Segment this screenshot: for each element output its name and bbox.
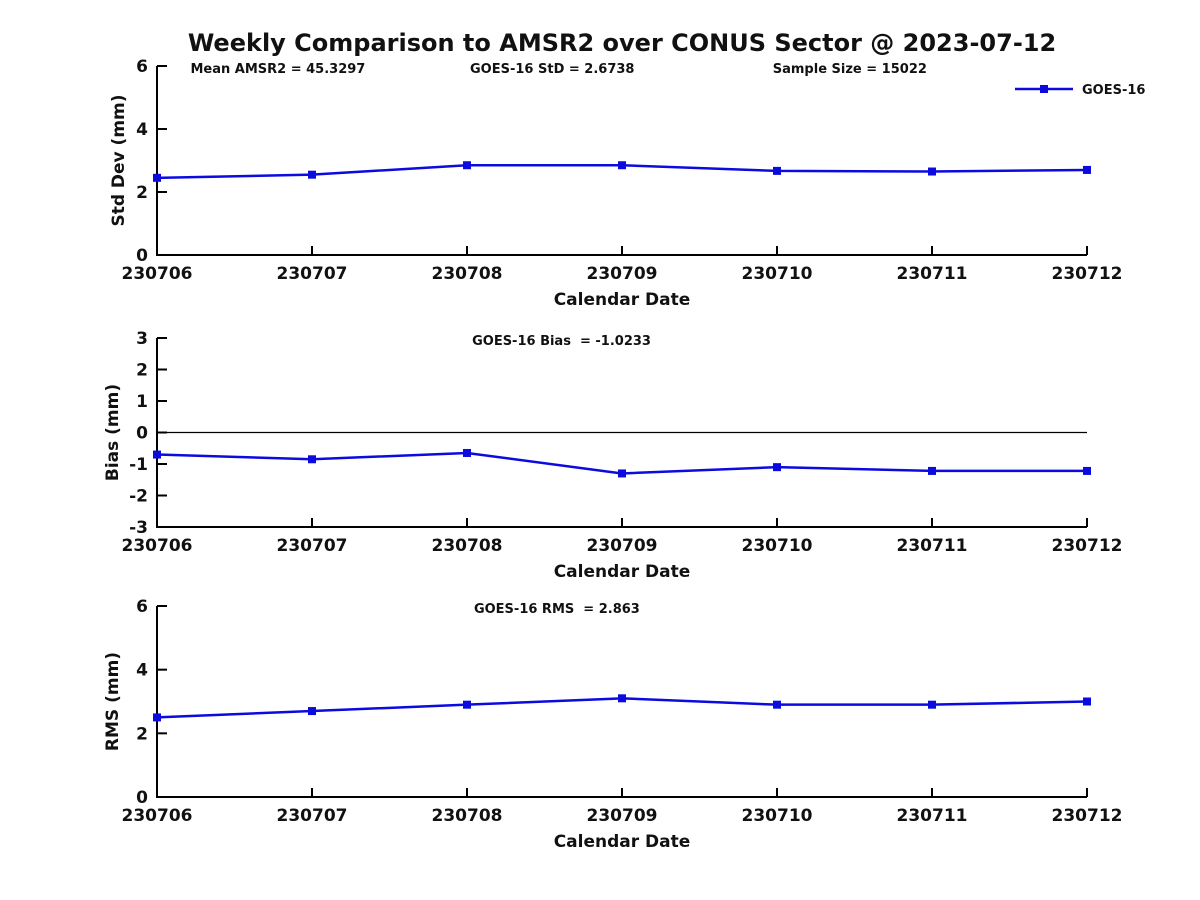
stat-annotation: GOES-16 Bias = -1.0233 — [472, 334, 651, 349]
data-point-marker — [1083, 165, 1091, 174]
x-tick-label: 230712 — [1052, 264, 1123, 284]
y-tick-label: 0 — [136, 424, 148, 444]
x-tick-label: 230706 — [122, 536, 193, 556]
y-tick-label: 3 — [136, 329, 148, 349]
data-point-marker — [773, 463, 781, 472]
data-point-marker — [618, 161, 626, 170]
legend-marker — [1040, 85, 1048, 93]
data-point-marker — [1083, 697, 1091, 706]
y-tick-label: -1 — [129, 455, 148, 475]
x-tick-label: 230708 — [432, 536, 503, 556]
subplot-std-dev: 0 2 4 6 230706 230707 230708 230709 230710 230711… — [109, 57, 1145, 310]
y-tick-label: 6 — [136, 57, 148, 77]
x-tick-label: 230709 — [587, 264, 658, 284]
x-tick-label: 230710 — [742, 264, 813, 284]
x-axis-label: Calendar Date — [554, 562, 691, 582]
stat-annotation: GOES-16 StD = 2.6738 — [470, 62, 634, 77]
y-tick-label: 1 — [136, 392, 148, 412]
x-tick-label: 230711 — [897, 536, 968, 556]
data-point-marker — [773, 166, 781, 175]
x-tick-label: 230710 — [742, 806, 813, 826]
legend-label: GOES-16 — [1082, 83, 1145, 98]
y-tick-label: 4 — [136, 661, 148, 681]
data-point-marker — [618, 694, 626, 703]
data-point-marker — [928, 466, 936, 475]
x-tick-label: 230711 — [897, 806, 968, 826]
data-point-marker — [308, 170, 316, 179]
data-point-marker — [153, 450, 161, 459]
x-tick-label: 230711 — [897, 264, 968, 284]
y-tick-label: 2 — [136, 724, 148, 744]
legend: GOES-16 — [1015, 83, 1145, 98]
data-point-marker — [308, 707, 316, 716]
x-axis-label: Calendar Date — [554, 832, 691, 852]
data-point-marker — [308, 455, 316, 464]
subplot-rms: 0 2 4 6 230706 230707 230708 230709 230710 230711… — [103, 597, 1122, 852]
x-axis-label: Calendar Date — [554, 290, 691, 310]
y-axis-label: Bias (mm) — [103, 384, 123, 481]
data-point-marker — [463, 161, 471, 170]
y-tick-label: -2 — [129, 487, 148, 507]
x-tick-label: 230712 — [1052, 806, 1123, 826]
y-tick-label: 0 — [136, 788, 148, 808]
x-tick-label: 230707 — [277, 806, 348, 826]
chart-title: Weekly Comparison to AMSR2 over CONUS Se… — [187, 29, 1057, 57]
x-tick-label: 230708 — [432, 806, 503, 826]
data-point-marker — [773, 700, 781, 709]
x-tick-label: 230707 — [277, 536, 348, 556]
data-point-marker — [153, 713, 161, 722]
x-tick-label: 230712 — [1052, 536, 1123, 556]
x-tick-label: 230709 — [587, 806, 658, 826]
stat-annotation: Mean AMSR2 = 45.3297 — [190, 62, 365, 77]
x-tick-label: 230706 — [122, 806, 193, 826]
y-tick-label: 2 — [136, 183, 148, 203]
data-point-marker — [463, 700, 471, 709]
data-point-marker — [618, 469, 626, 478]
data-point-marker — [153, 173, 161, 182]
y-axis-label: Std Dev (mm) — [109, 94, 129, 226]
y-tick-label: 4 — [136, 120, 148, 140]
x-tick-label: 230710 — [742, 536, 813, 556]
x-tick-label: 230708 — [432, 264, 503, 284]
data-point-marker — [928, 700, 936, 709]
y-tick-label: 2 — [136, 361, 148, 381]
axes-spines — [156, 66, 1087, 256]
data-point-marker — [928, 167, 936, 176]
y-axis-label: RMS (mm) — [103, 652, 123, 751]
x-tick-label: 230707 — [277, 264, 348, 284]
data-point-marker — [1083, 466, 1091, 475]
stat-annotation: Sample Size = 15022 — [773, 62, 927, 77]
x-tick-label: 230709 — [587, 536, 658, 556]
data-point-marker — [463, 448, 471, 457]
x-tick-label: 230706 — [122, 264, 193, 284]
y-tick-label: 6 — [136, 597, 148, 617]
stat-annotation: GOES-16 RMS = 2.863 — [474, 602, 640, 617]
y-tick-label: 0 — [136, 246, 148, 266]
y-tick-label: -3 — [129, 518, 148, 538]
